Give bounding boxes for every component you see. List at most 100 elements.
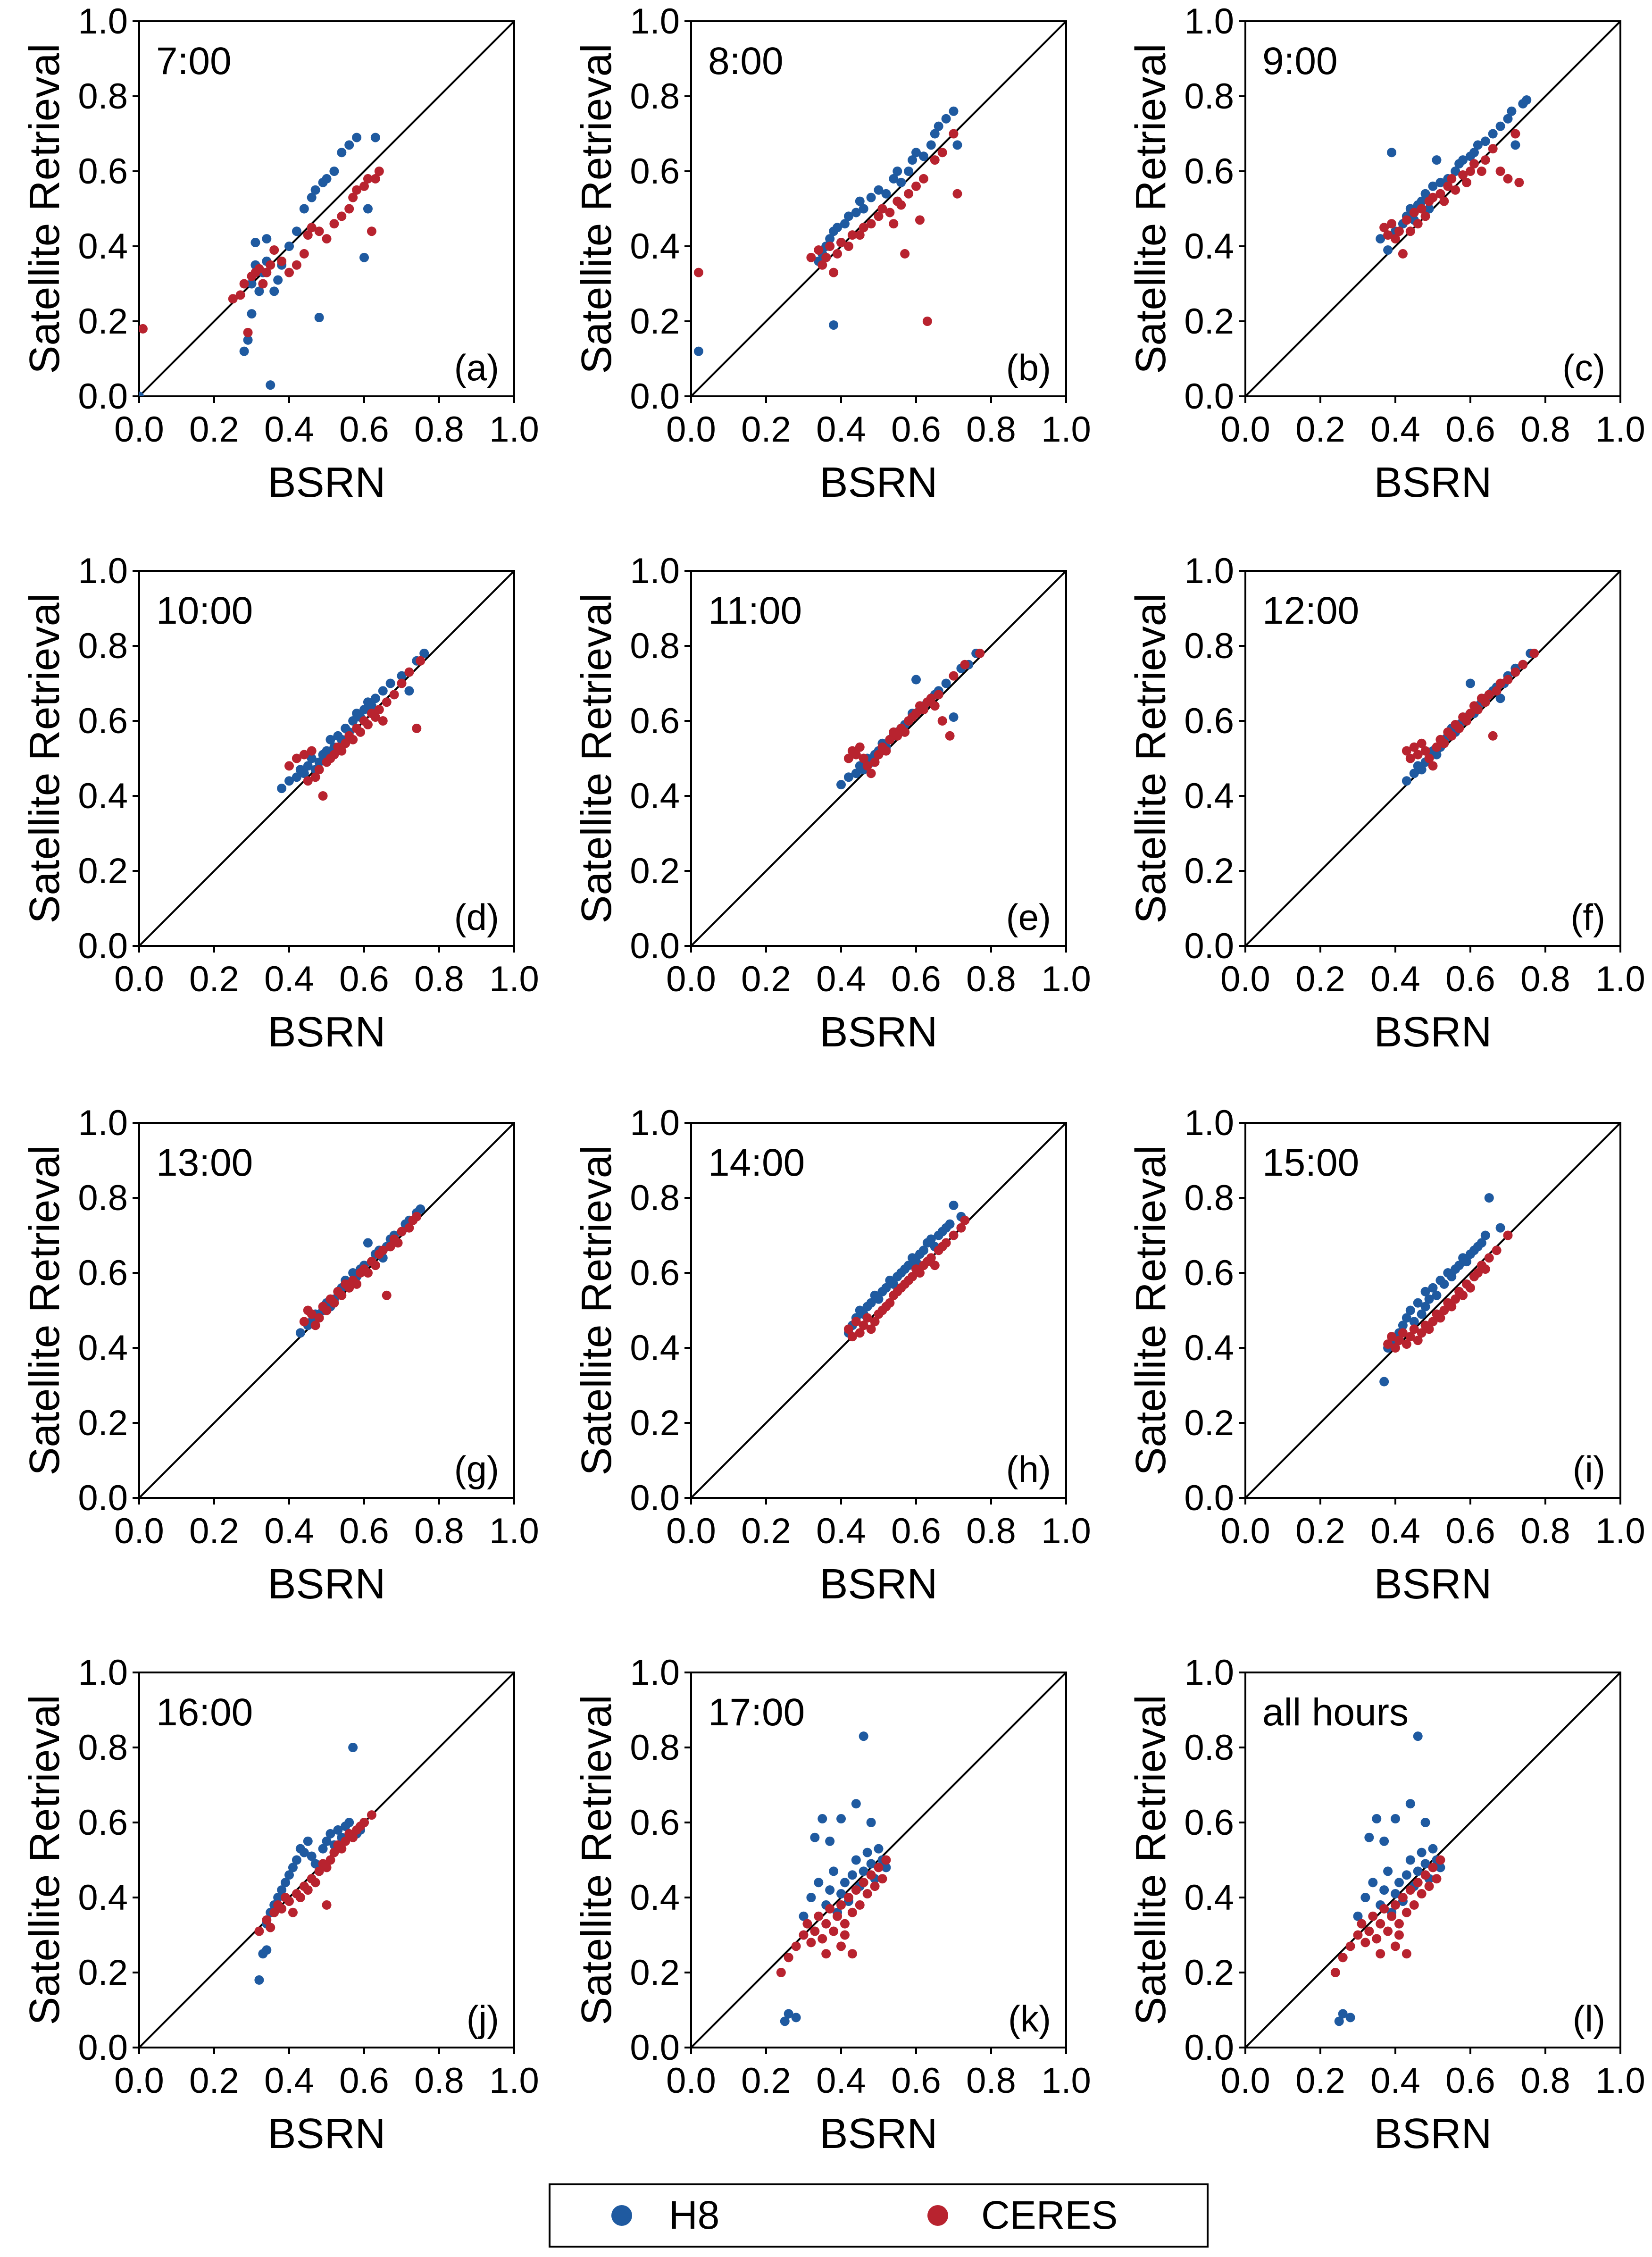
y-tick-label: 0.8 xyxy=(78,1728,128,1768)
h8-point xyxy=(1379,1377,1389,1387)
x-tick-label: 0.2 xyxy=(1295,1511,1345,1551)
ceres-point xyxy=(859,1321,868,1330)
h8-point xyxy=(799,1911,809,1921)
h8-point xyxy=(874,185,884,195)
y-axis-title: Satellite Retrieval xyxy=(1127,593,1175,923)
ceres-point xyxy=(356,727,366,737)
ceres-point xyxy=(881,1855,891,1865)
h8-point xyxy=(1424,204,1434,214)
h8-point xyxy=(851,769,861,778)
y-axis-title: Satellite Retrieval xyxy=(21,1145,68,1475)
h8-point xyxy=(307,753,317,763)
ceres-point xyxy=(367,1810,376,1820)
x-tick-label: 0.6 xyxy=(339,2061,389,2101)
ceres-point xyxy=(918,705,928,715)
y-tick-label: 0.0 xyxy=(630,376,680,417)
ceres-point xyxy=(922,317,932,326)
x-tick-label: 1.0 xyxy=(1595,1511,1645,1551)
x-tick-label: 0.6 xyxy=(891,2061,941,2101)
ceres-point xyxy=(1345,1941,1355,1951)
ceres-point xyxy=(370,1261,380,1271)
h8-point xyxy=(1428,1844,1438,1854)
ceres-point xyxy=(363,174,373,184)
ceres-point xyxy=(1466,167,1475,176)
ceres-point xyxy=(1466,1283,1475,1293)
x-tick-label: 1.0 xyxy=(1041,1511,1091,1551)
h8-point xyxy=(1405,1305,1415,1315)
ceres-point xyxy=(1402,1949,1411,1959)
x-tick-label: 0.8 xyxy=(966,1511,1016,1551)
h8-point xyxy=(273,1893,283,1902)
h8-point xyxy=(254,286,264,296)
ceres-point xyxy=(1492,1246,1502,1255)
ceres-point xyxy=(1368,1911,1378,1921)
x-tick-label: 0.8 xyxy=(414,1511,464,1551)
ceres-point xyxy=(885,208,895,217)
h8-point xyxy=(292,772,301,782)
x-tick-label: 0.2 xyxy=(189,959,239,999)
ceres-point xyxy=(1443,181,1453,191)
scatter-panel: 0.0 0.2 0.4 0.6 0.8 1.0 0.0 0.2 0.4 0.6 0.8 1.0 BSRN… xyxy=(573,1,1091,506)
x-tick-label: 0.2 xyxy=(741,2061,791,2101)
ceres-point xyxy=(1428,761,1438,771)
h8-point xyxy=(904,1261,914,1271)
ceres-point xyxy=(836,1900,846,1910)
ceres-point xyxy=(847,1907,857,1917)
ceres-point xyxy=(847,230,857,240)
h8-point xyxy=(1432,155,1442,165)
h8-point xyxy=(859,1731,868,1741)
y-tick-label: 1.0 xyxy=(78,1653,128,1693)
y-tick-label: 0.2 xyxy=(1184,1403,1234,1443)
h8-point xyxy=(299,769,309,778)
ceres-point xyxy=(303,1885,313,1895)
ceres-point xyxy=(1492,686,1502,696)
y-tick-label: 0.6 xyxy=(78,1803,128,1843)
h8-point xyxy=(949,106,959,116)
ceres-point xyxy=(862,1889,872,1899)
ceres-point xyxy=(791,1941,801,1951)
h8-point xyxy=(262,234,272,244)
ceres-point xyxy=(859,753,868,763)
data-points xyxy=(843,1200,970,1342)
h8-point xyxy=(1473,140,1483,150)
h8-point xyxy=(851,1799,861,1809)
x-tick-label: 1.0 xyxy=(1595,410,1645,450)
h8-point xyxy=(896,177,906,187)
x-tick-label: 1.0 xyxy=(1595,2061,1645,2101)
ceres-point xyxy=(1495,167,1505,176)
h8-point xyxy=(881,1283,891,1293)
y-tick-label: 0.6 xyxy=(1184,151,1234,192)
ceres-point xyxy=(404,1223,414,1233)
ceres-point xyxy=(1391,1941,1400,1951)
ceres-point xyxy=(810,1926,820,1936)
h8-point xyxy=(836,1814,846,1824)
y-tick-label: 0.8 xyxy=(630,1728,680,1768)
h8-point xyxy=(1405,1855,1415,1865)
ceres-point xyxy=(1398,1893,1408,1902)
ceres-point xyxy=(262,1915,272,1925)
h8-point xyxy=(810,1832,820,1842)
h8-point xyxy=(806,1893,816,1902)
ceres-point xyxy=(307,1309,317,1319)
ceres-point xyxy=(843,242,853,251)
data-points xyxy=(776,1731,891,2026)
ceres-point xyxy=(235,290,245,300)
ceres-point xyxy=(843,1893,853,1902)
ceres-point xyxy=(799,1930,809,1940)
x-tick-label: 0.8 xyxy=(966,410,1016,450)
panel-letter: (l) xyxy=(1573,1998,1605,2040)
ceres-point xyxy=(918,174,928,184)
ceres-point xyxy=(266,260,275,270)
ceres-point xyxy=(1420,1870,1430,1880)
ceres-point xyxy=(374,167,384,176)
x-tick-label: 0.2 xyxy=(189,2061,239,2101)
y-tick-label: 0.2 xyxy=(630,1953,680,1993)
h8-point xyxy=(1417,1309,1427,1319)
x-tick-label: 1.0 xyxy=(1041,410,1091,450)
ceres-point xyxy=(829,267,839,277)
h8-point xyxy=(1420,1302,1430,1312)
h8-point xyxy=(941,114,951,124)
ceres-point xyxy=(855,742,865,752)
scatter-panel: 0.0 0.2 0.4 0.6 0.8 1.0 0.0 0.2 0.4 0.6 0.8 1.0 BSRN… xyxy=(1127,1,1645,506)
